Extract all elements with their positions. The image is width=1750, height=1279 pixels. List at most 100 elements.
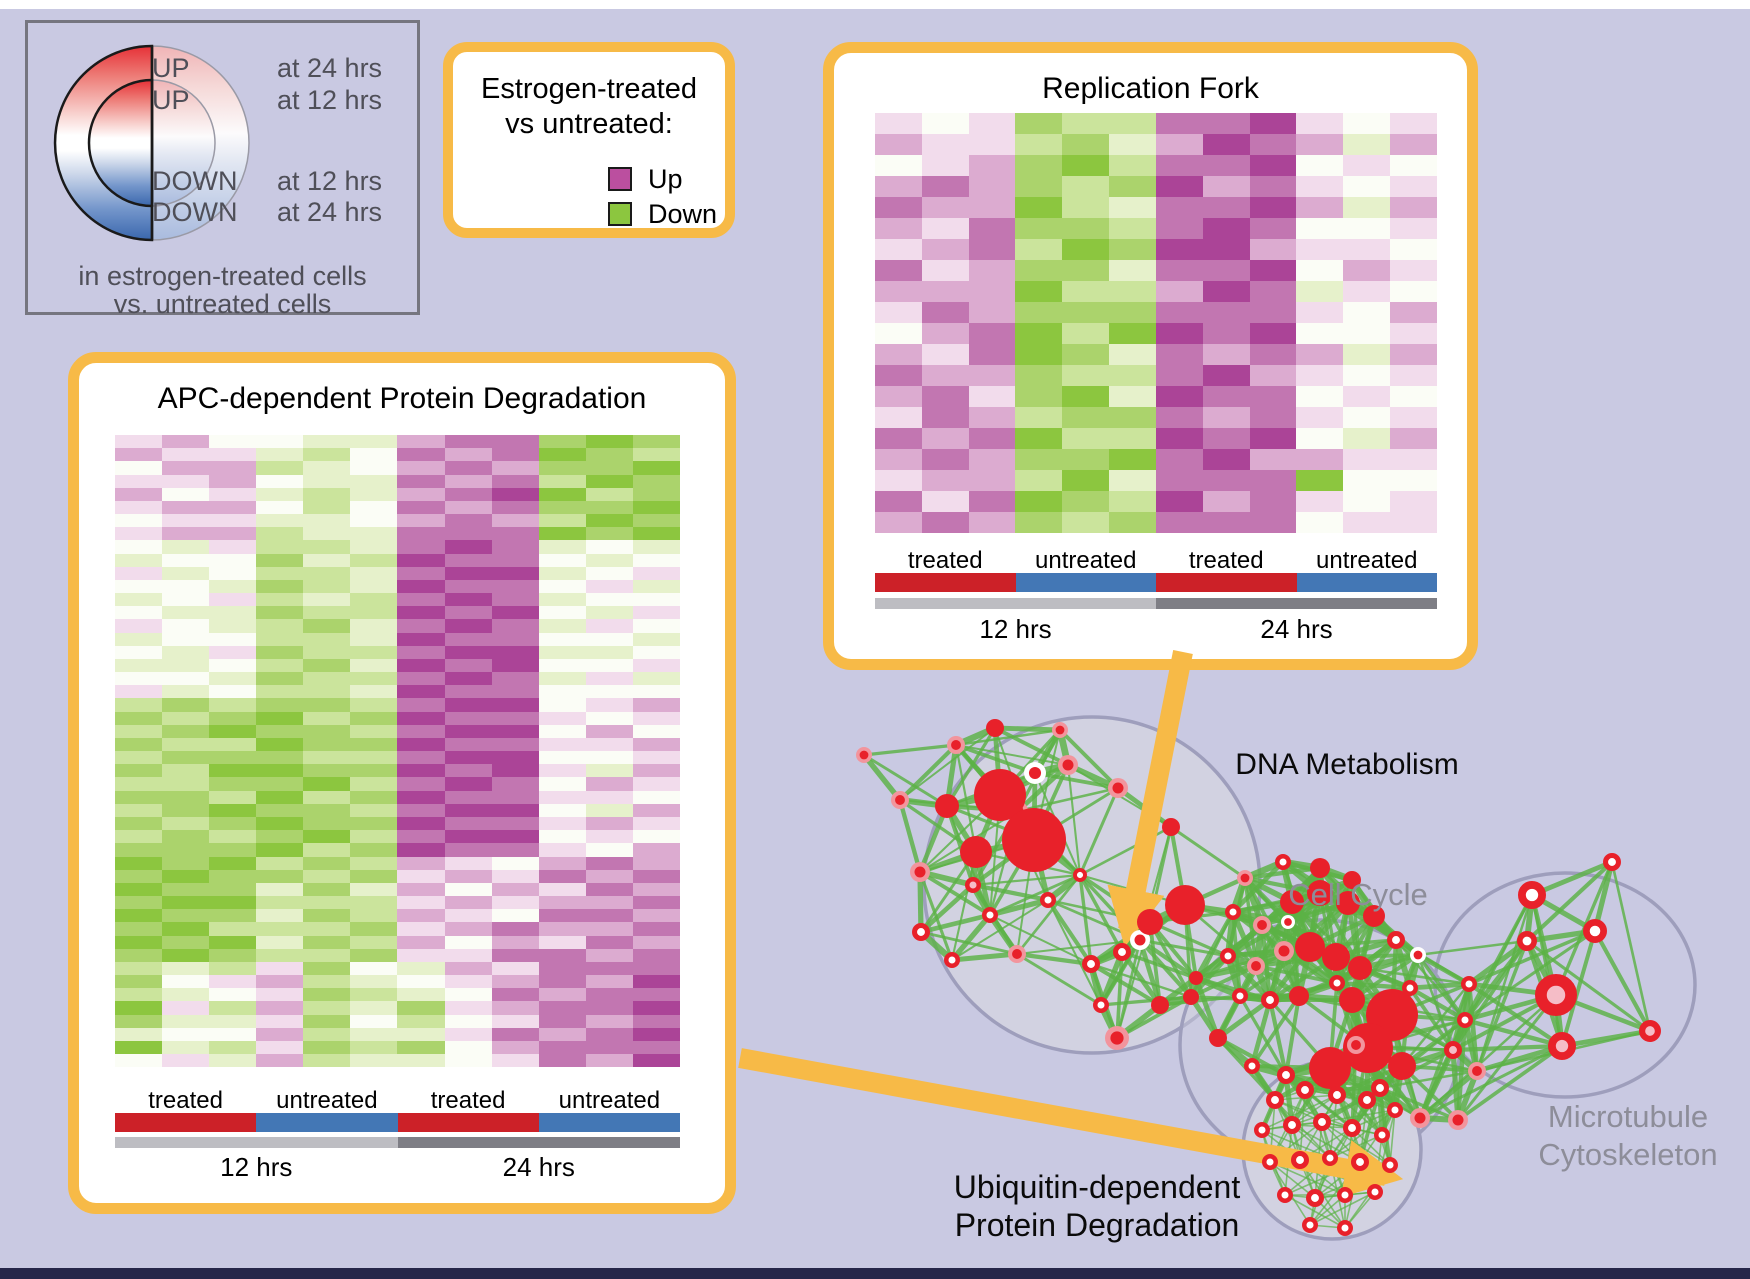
- network-edge: [1261, 1129, 1271, 1163]
- gene-set-node: [912, 923, 931, 942]
- legend-caption-line1: in estrogen-treated cells: [78, 261, 367, 291]
- network-edge: [1089, 963, 1119, 1039]
- gene-set-node: [1336, 1219, 1353, 1236]
- network-edge: [1282, 858, 1321, 872]
- network-edge: [1250, 1064, 1294, 1127]
- network-edge: [1366, 1047, 1422, 1119]
- network-edge: [1089, 948, 1124, 968]
- network-edge: [971, 883, 1019, 956]
- network-edge: [1034, 772, 1081, 876]
- gene-set-node: [1012, 949, 1022, 959]
- network-edge: [1529, 894, 1559, 996]
- gene-set-node: [1281, 915, 1295, 929]
- network-edge: [1365, 1064, 1404, 1102]
- network-edge: [955, 743, 1036, 775]
- network-edge: [1419, 1114, 1459, 1124]
- network-edge: [1309, 913, 1375, 950]
- gene-set-node: [1112, 782, 1124, 794]
- network-edge: [994, 726, 1069, 767]
- network-edge: [1187, 977, 1200, 998]
- network-edge: [1099, 921, 1152, 1006]
- apc-degradation-panel: APC-dependent Protein Degradation treate…: [68, 352, 736, 1214]
- network-edge: [999, 794, 1049, 901]
- network-edge: [1377, 1014, 1395, 1089]
- gene-set-node: [1189, 971, 1203, 985]
- network-edge: [1377, 1063, 1405, 1091]
- network-edge: [1329, 1066, 1421, 1120]
- gene-set-node: [1548, 1032, 1577, 1061]
- network-edge: [1344, 1191, 1376, 1229]
- gene-set-node: [1039, 891, 1056, 908]
- gene-set-node: [1278, 945, 1290, 957]
- network-edge: [1328, 982, 1339, 1069]
- network-edge: [1098, 950, 1125, 1007]
- network-edge: [1115, 1002, 1162, 1041]
- network-edge: [1524, 939, 1559, 997]
- gene-set-node: [981, 906, 998, 923]
- network-edge: [1408, 986, 1467, 1022]
- network-edge: [1351, 1099, 1368, 1129]
- network-edge: [1089, 962, 1162, 1007]
- network-edge: [946, 804, 1035, 842]
- network-edge: [1332, 956, 1341, 984]
- network-edge: [1261, 1121, 1323, 1131]
- network-edge: [1401, 1047, 1454, 1069]
- network-edge: [1359, 1161, 1376, 1193]
- network-edge: [1261, 1094, 1338, 1131]
- gene-set-node: [1460, 975, 1477, 992]
- network-edge: [1269, 1161, 1316, 1199]
- network-edge: [1304, 1089, 1323, 1123]
- network-edge: [1401, 983, 1470, 1067]
- network-edge: [999, 794, 1081, 876]
- network-edge: [1554, 861, 1614, 996]
- network-edge: [1309, 938, 1397, 949]
- gene-set-node: [1371, 1079, 1390, 1098]
- network-edge: [1476, 1043, 1563, 1074]
- network-edge: [1286, 920, 1339, 985]
- network-edge: [1466, 983, 1480, 1072]
- network-edge: [1283, 948, 1361, 971]
- network-edge: [1232, 910, 1311, 949]
- network-edge: [1379, 1019, 1466, 1089]
- network-edge: [1395, 939, 1466, 1021]
- gene-set-node: [1444, 1041, 1463, 1060]
- network-edge: [1236, 964, 1260, 998]
- network-edge: [1079, 873, 1186, 907]
- network-edge: [1031, 772, 1038, 841]
- apc-degradation-title: APC-dependent Protein Degradation: [157, 382, 647, 415]
- network-edge: [1281, 950, 1302, 997]
- network-edge: [1216, 997, 1272, 1041]
- network-edge: [1284, 1194, 1316, 1199]
- network-edge: [1283, 1072, 1308, 1093]
- gene-set-node: [1295, 932, 1325, 962]
- network-edge: [1255, 944, 1311, 969]
- network-edge: [1087, 963, 1105, 1006]
- network-edge: [1189, 911, 1235, 998]
- gene-set-node: [1366, 989, 1418, 1041]
- network-edge: [1350, 953, 1420, 1002]
- network-edge: [1455, 1069, 1480, 1122]
- microtubule-cytoskeleton-label: Microtubule Cytoskeleton: [1538, 1098, 1717, 1174]
- gene-set-node: [1209, 1029, 1227, 1047]
- network-edge: [987, 913, 1020, 956]
- network-edge: [1335, 902, 1350, 984]
- group-label: untreated: [276, 1087, 378, 1114]
- network-edge: [1348, 999, 1360, 1046]
- gene-set-node: [1261, 991, 1280, 1010]
- network-edge: [1184, 903, 1263, 927]
- network-edge: [1268, 945, 1312, 1002]
- network-edge: [1224, 955, 1244, 997]
- network-edge: [1334, 982, 1359, 1046]
- network-edge: [1416, 954, 1455, 1051]
- network-edge: [1524, 940, 1565, 1047]
- network-edge: [1357, 915, 1377, 969]
- network-edge: [1251, 1063, 1331, 1071]
- network-edge: [1119, 950, 1163, 1007]
- group-label: treated: [148, 1087, 223, 1114]
- network-edge: [1329, 1094, 1338, 1159]
- network-edge: [1285, 921, 1302, 997]
- network-edge: [1291, 1099, 1368, 1126]
- network-edge: [1309, 1197, 1316, 1226]
- network-edge: [1016, 951, 1092, 967]
- cluster-circle-ub: [1241, 1059, 1423, 1241]
